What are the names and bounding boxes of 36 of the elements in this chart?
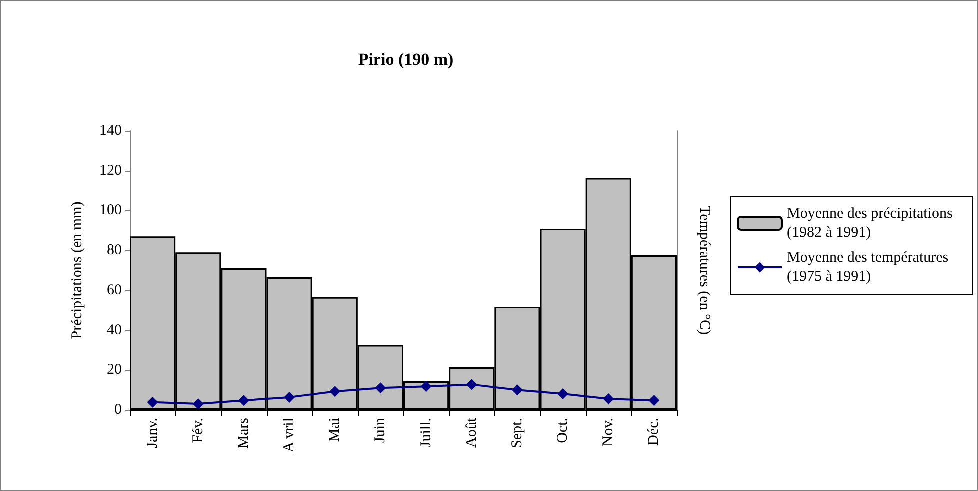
point [420, 381, 432, 392]
y-tick-label: 20 [107, 362, 122, 378]
point [192, 398, 204, 410]
legend-label: Moyenne des températures (1975 à 1991) [787, 250, 952, 285]
y-axis-title: Précipitations (en mm) [70, 202, 86, 340]
chart-title: Pirio (190 m) [358, 50, 454, 69]
y-tick-label: 140 [100, 123, 122, 139]
point [512, 384, 523, 396]
y-tick-label: 0 [114, 402, 122, 418]
x-tick-label: Août [464, 417, 480, 448]
point [330, 386, 341, 398]
x-tick-label: Fév. [190, 418, 206, 444]
point [603, 394, 614, 405]
point [648, 395, 660, 406]
x-tick-label: Mars [236, 418, 252, 449]
y-tick-label: 120 [100, 162, 122, 179]
y-tick-label: 80 [107, 242, 122, 259]
y2-axis-title: Températures (en °C) [696, 206, 712, 336]
y-tick-label: 100 [100, 202, 122, 219]
x-tick-label: Juin [372, 418, 389, 444]
x-tick-label: Déc. [646, 418, 662, 446]
x-tick-label: Oct. [555, 418, 572, 444]
y-tick-label: 60 [107, 282, 122, 298]
point [558, 388, 569, 400]
point [147, 396, 158, 408]
x-tick-label: Mai [327, 418, 344, 442]
y-tick-label: 40 [107, 322, 122, 338]
x-tick-label: Janv. [144, 418, 161, 448]
point [375, 382, 386, 394]
x-tick-label: Juill. [418, 418, 434, 448]
point [284, 392, 296, 403]
x-tick-label: Sept. [509, 418, 526, 448]
point [238, 395, 250, 406]
x-tick-label: A vril [282, 418, 298, 453]
legend-label: Moyenne des précipitations (1982 à 1991) [787, 206, 957, 241]
x-tick-label: Nov. [600, 418, 617, 447]
